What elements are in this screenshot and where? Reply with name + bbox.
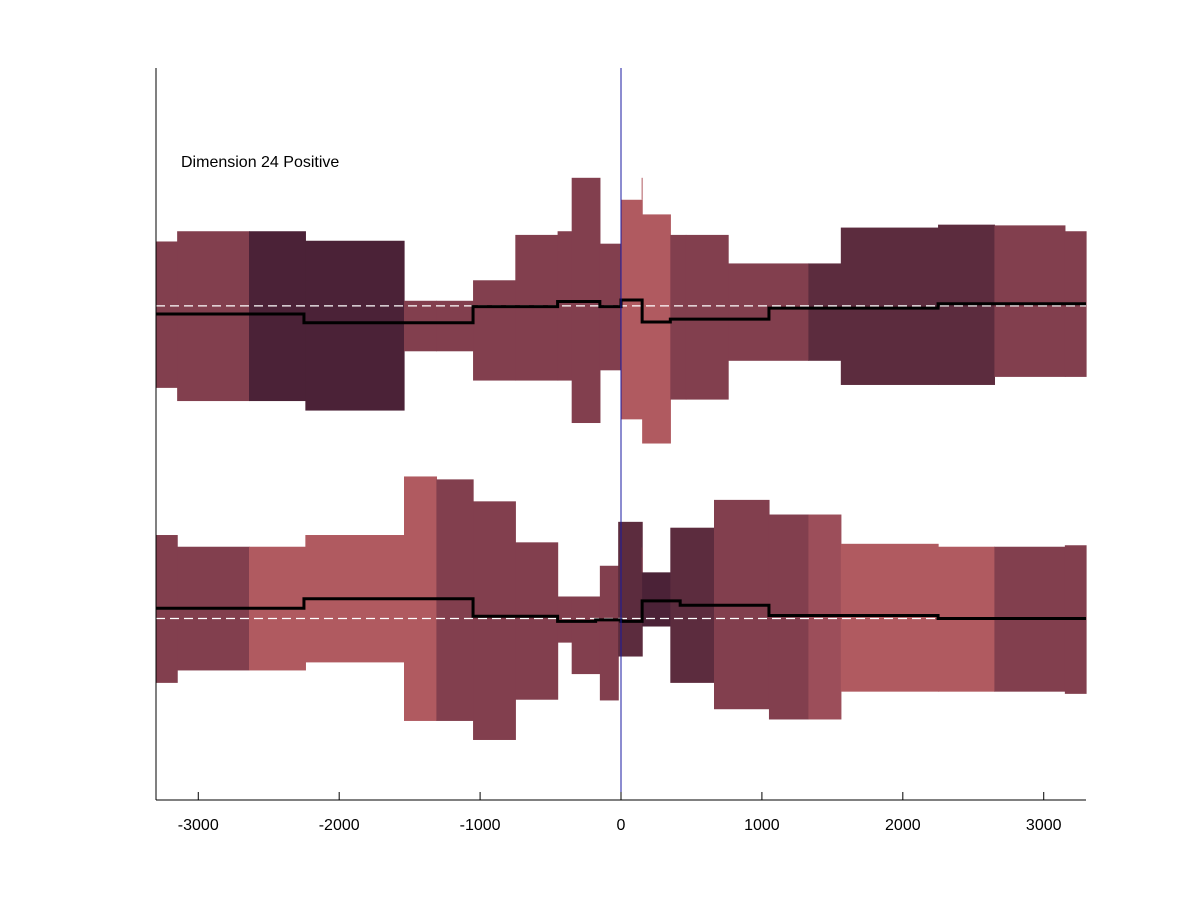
x-tick-label-6: 2000	[885, 817, 921, 834]
band-1-2	[177, 231, 250, 402]
band-1-12	[621, 199, 643, 420]
plot-area	[156, 68, 1087, 800]
band-1-15	[685, 234, 729, 400]
band-2-12	[618, 521, 643, 657]
band-2-18	[840, 543, 939, 692]
band-2-7	[473, 501, 516, 740]
axes: -3000 -2000 -1000 0 1000 2000 3000	[155, 68, 1086, 834]
band-1-13	[642, 214, 671, 444]
band-2-9	[557, 596, 573, 643]
x-tick-label-3: -1000	[460, 817, 501, 834]
band-1-17	[808, 263, 842, 361]
band-1-14	[670, 234, 687, 400]
band-2-10	[571, 596, 601, 675]
band-1-5	[404, 300, 438, 352]
x-ticks: -3000 -2000 -1000 0 1000 2000 3000	[178, 792, 1062, 834]
x-tick-label-5: 1000	[744, 817, 780, 834]
chart-annotation: Dimension 24 Positive	[181, 154, 339, 171]
band-1-20	[994, 225, 1066, 377]
band-2-11	[599, 565, 619, 701]
x-tick-label-4: 0	[617, 817, 626, 834]
band-1-4	[305, 240, 405, 411]
x-tick-label-7: 3000	[1026, 817, 1062, 834]
band-1-7	[473, 280, 516, 381]
x-tick-label-2: -2000	[319, 817, 360, 834]
band-1-6	[436, 300, 474, 352]
x-tick-label-1: -3000	[178, 817, 219, 834]
band-1-3	[249, 231, 306, 402]
band-2-8	[515, 542, 559, 700]
